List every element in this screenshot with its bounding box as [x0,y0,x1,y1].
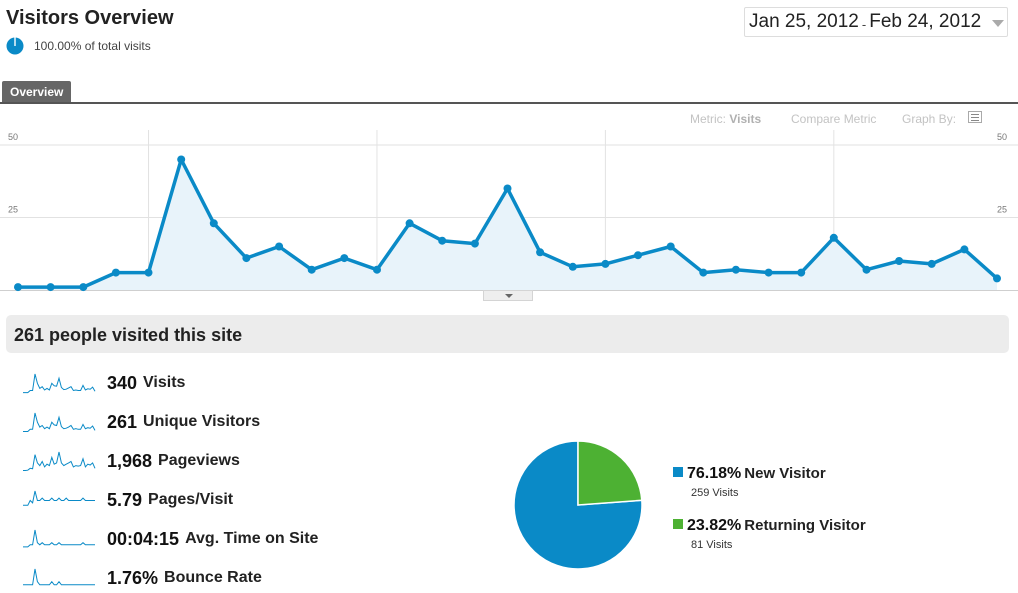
data-point[interactable] [405,219,414,228]
metric-row: 340 Visits [22,368,185,398]
graph-by-icon[interactable] [968,111,982,123]
data-point[interactable] [568,262,577,271]
data-point[interactable] [438,236,447,245]
sparkline [23,568,95,586]
metric-value: 5.79 [107,489,143,510]
chart-expand-handle[interactable] [483,290,533,301]
sparkline [23,529,95,548]
data-point[interactable] [46,283,55,292]
metric-label: Avg. Time on Site [185,530,319,547]
date-range-separator: - [861,16,867,32]
metric-label: Pages/Visit [148,491,234,508]
summary-title: 261 people visited this site [14,325,243,345]
date-range-picker[interactable]: Jan 25, 2012 - Feb 24, 2012 [744,7,1008,37]
data-point[interactable] [731,265,740,274]
page-title: Visitors Overview [6,7,174,29]
compare-metric-button[interactable]: Compare Metric [791,112,877,126]
data-point[interactable] [862,265,871,274]
visits-area [18,159,997,290]
segment-label: 100.00% of total visits [34,39,151,53]
data-point[interactable] [111,268,120,277]
metric-selector-value: Visits [729,112,762,126]
metric-value: 00:04:15 [107,528,180,549]
data-point[interactable] [993,274,1001,283]
legend-percent: 76.18% [687,465,742,482]
legend-returning-visitor: 23.82% Returning Visitor 81 Visits [673,517,866,551]
metric-label: Unique Visitors [143,413,261,430]
legend-new-visitor: 76.18% New Visitor 259 Visits [673,465,826,499]
metric-row: 1,968 Pageviews [22,446,240,476]
data-point[interactable] [14,283,22,292]
segment-indicator[interactable]: 100.00% of total visits [6,37,151,55]
pie-slice-returning-visitor[interactable] [577,440,643,506]
y-tick-label-left: 50 [8,132,18,142]
legend-name: New Visitor [744,465,826,482]
data-point[interactable] [79,283,88,292]
metric-row: 00:04:15 Avg. Time on Site [22,524,318,554]
metric-value: 1,968 [107,450,153,471]
data-point[interactable] [503,184,512,193]
tab-divider [0,102,1018,104]
sparkline [23,373,96,394]
metric-row: 1.76% Bounce Rate [22,563,262,593]
metric-row: 5.79 Pages/Visit [22,485,233,515]
sparkline [23,412,96,432]
data-point[interactable] [373,265,381,274]
data-point[interactable] [209,219,218,228]
visits-chart: 25255050Jan 29Feb 5Feb 12Feb 19 [0,130,1018,292]
data-point[interactable] [764,268,773,277]
data-point[interactable] [797,268,806,277]
graph-by-label: Graph By: [902,112,957,126]
legend-visits: 259 Visits [691,487,739,499]
date-range-start: Jan 25, 2012 [749,11,859,32]
data-point[interactable] [242,254,251,263]
y-tick-label-left: 25 [8,205,18,215]
data-point[interactable] [340,254,349,263]
data-point[interactable] [470,239,479,248]
data-point[interactable] [307,265,316,274]
legend-swatch [673,467,683,477]
legend-swatch [673,519,683,529]
tab-overview[interactable]: Overview [2,81,72,103]
data-point[interactable] [177,155,186,164]
date-range-end: Feb 24, 2012 [869,11,982,32]
data-point[interactable] [895,257,904,265]
data-point[interactable] [829,233,838,242]
sparkline [23,490,95,506]
data-point[interactable] [144,268,153,277]
data-point[interactable] [275,242,284,251]
metric-value: 261 [107,411,138,432]
y-tick-label-right: 25 [997,205,1007,215]
pie-segment-icon [6,37,24,55]
sparkline [23,451,96,471]
metric-label: Visits [143,374,186,391]
summary-bar: 261 people visited this site [6,315,1009,353]
legend-name: Returning Visitor [744,517,866,534]
dropdown-arrow-icon[interactable] [992,20,1004,27]
metric-label: Bounce Rate [164,569,262,586]
metric-selector[interactable]: Metric: Visits [690,112,761,126]
data-point[interactable] [927,259,936,268]
data-point[interactable] [666,242,675,251]
chevron-down-icon [505,294,513,298]
legend-visits: 81 Visits [691,539,733,551]
data-point[interactable] [536,248,545,257]
data-point[interactable] [634,251,642,260]
metric-row: 261 Unique Visitors [22,407,260,437]
metric-value: 340 [107,372,138,393]
metric-value: 1.76% [107,567,159,588]
data-point[interactable] [601,259,610,268]
y-tick-label-right: 50 [997,132,1007,142]
data-point[interactable] [960,245,969,254]
metric-label: Pageviews [158,452,240,469]
metric-selector-prefix: Metric: [690,112,730,126]
data-point[interactable] [699,268,708,277]
legend-percent: 23.82% [687,517,742,534]
visitor-type-pie [513,440,643,570]
